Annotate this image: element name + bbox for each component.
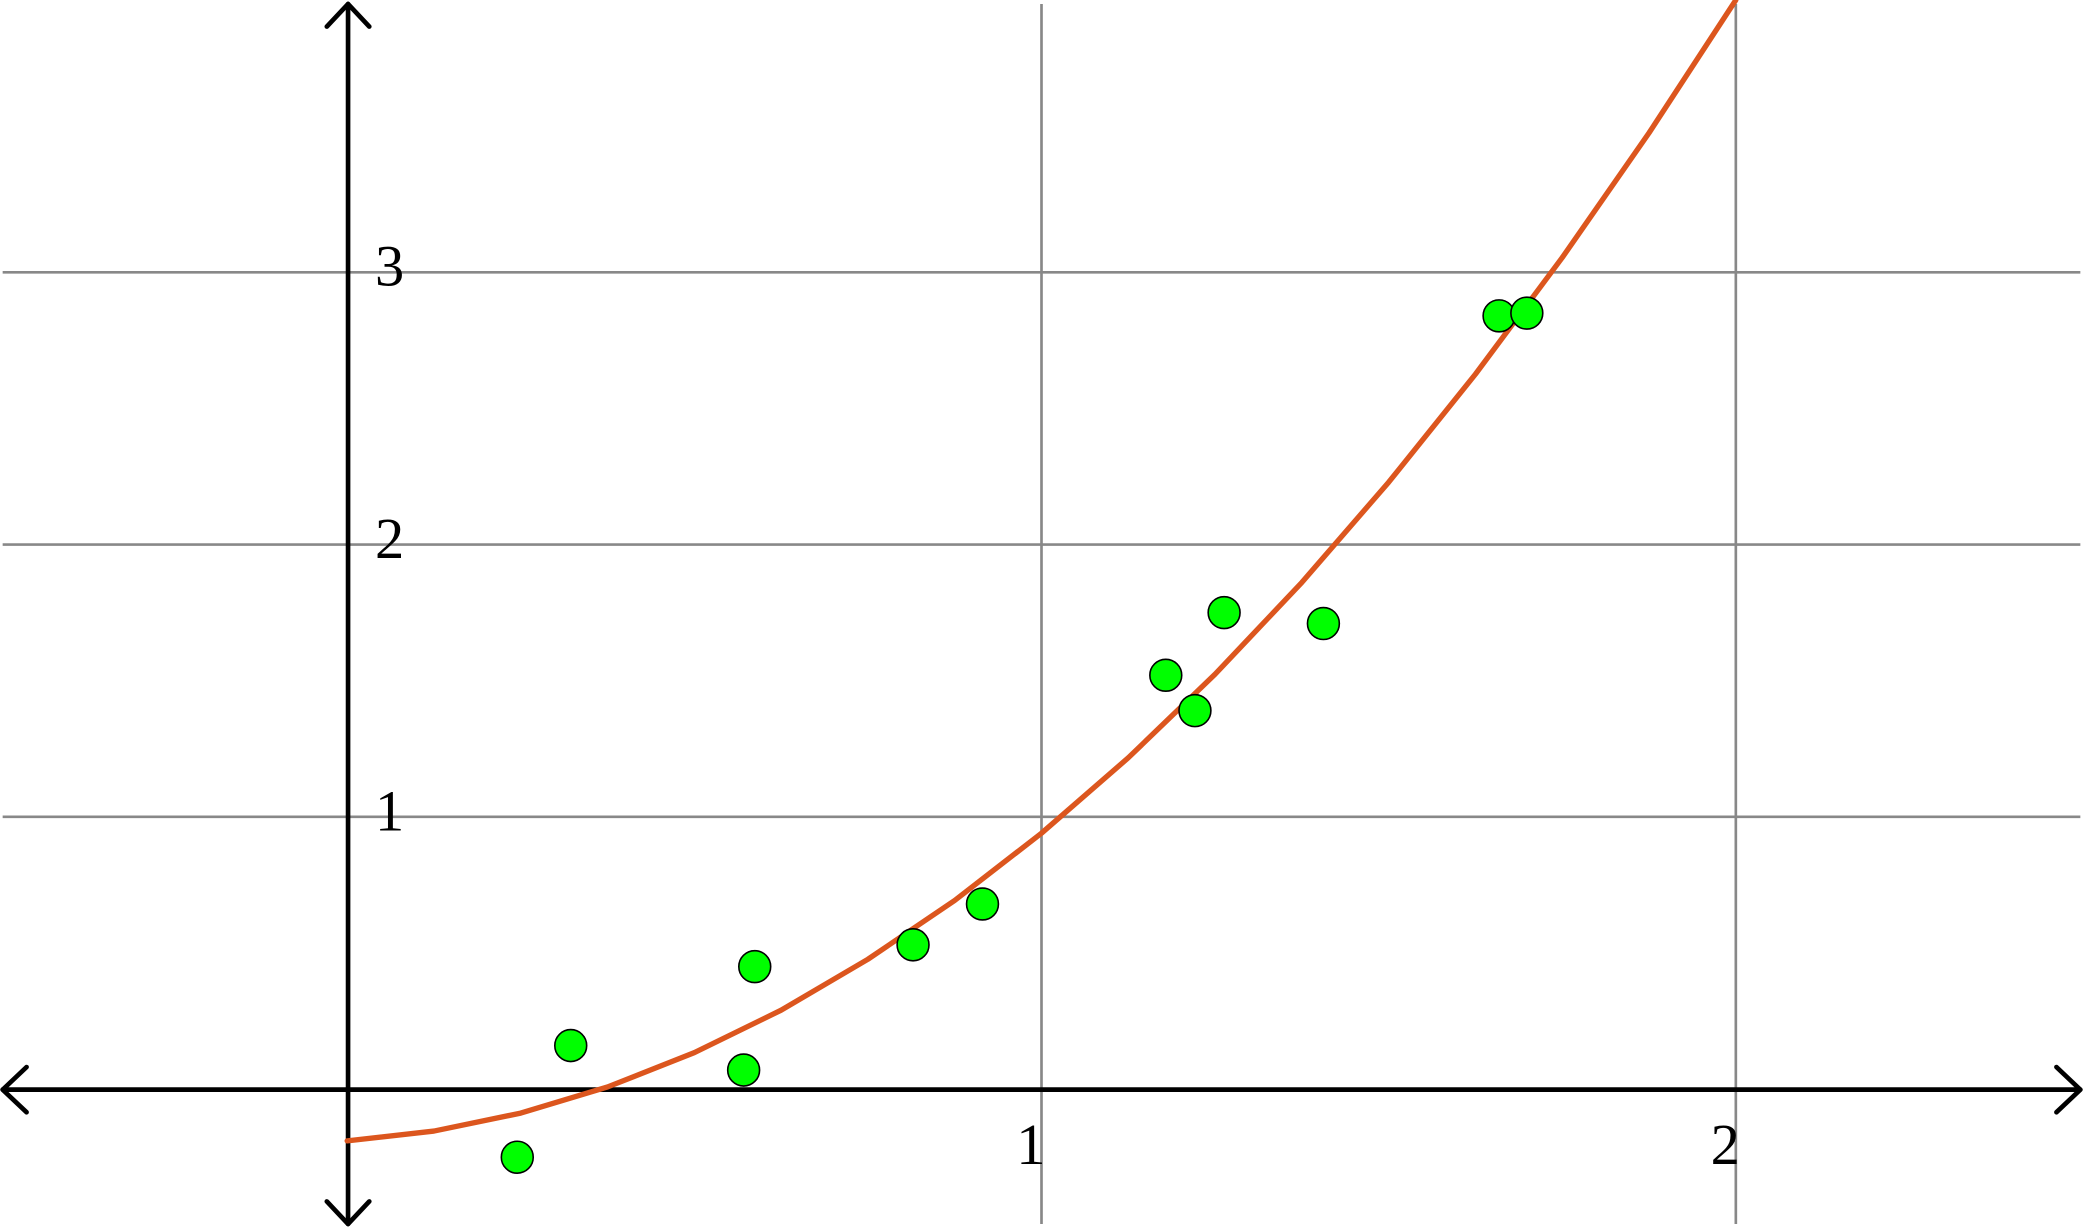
data-point xyxy=(1207,595,1241,630)
y-tick-label: 1 xyxy=(375,778,404,843)
data-point xyxy=(896,928,930,962)
data-point xyxy=(738,949,772,984)
data-point xyxy=(1178,693,1212,728)
x-axis-arrow-left xyxy=(0,1064,29,1115)
y-axis-arrow-top xyxy=(324,1,372,29)
grid xyxy=(2,3,2081,1225)
marks xyxy=(344,0,1739,1174)
data-point xyxy=(1510,296,1544,330)
data-point xyxy=(1482,299,1516,333)
data-point xyxy=(554,1028,588,1063)
fit-curve xyxy=(344,0,1739,1144)
x-tick-label: 1 xyxy=(1016,1112,1045,1177)
data-point xyxy=(500,1140,535,1174)
data-point xyxy=(1306,606,1341,641)
data-point xyxy=(1149,658,1183,693)
y-tick-label: 3 xyxy=(375,234,404,299)
x-axis-arrow-right xyxy=(2054,1064,2083,1115)
data-point xyxy=(965,887,1000,921)
x-tick-label: 2 xyxy=(1711,1112,1740,1177)
y-tick-label: 2 xyxy=(375,506,404,571)
y-axis-arrow-bottom xyxy=(324,1199,372,1227)
data-point xyxy=(726,1053,761,1087)
